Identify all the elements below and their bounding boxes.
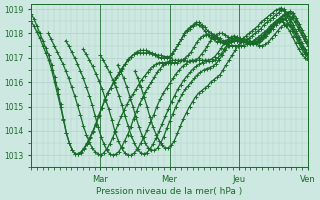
X-axis label: Pression niveau de la mer( hPa ): Pression niveau de la mer( hPa ) [96, 187, 243, 196]
